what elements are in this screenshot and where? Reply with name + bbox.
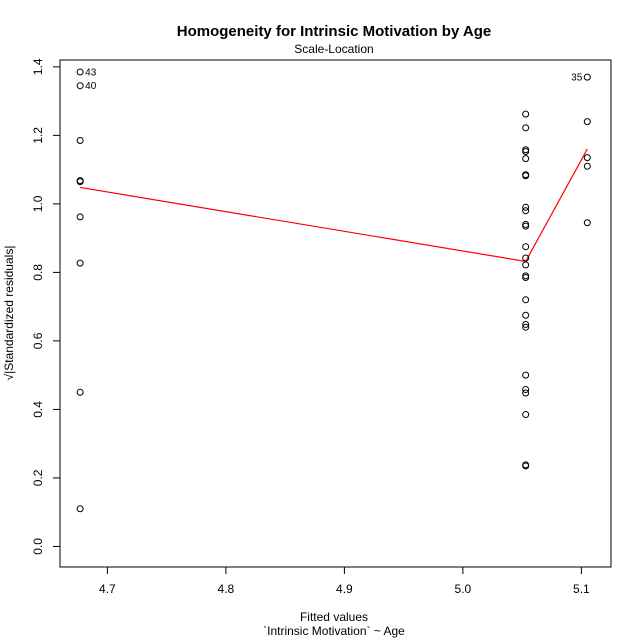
data-points: 43 40 35 [76,67,591,513]
x-tick-label: 4.9 [336,582,353,596]
data-point [522,243,530,251]
data-point [522,110,530,118]
data-point [522,323,530,331]
data-point [522,411,530,419]
x-tick-label: 4.8 [218,582,235,596]
y-tick-label: 0.0 [31,538,45,555]
data-point [76,137,84,145]
data-point [76,259,84,267]
chart-subtitle: Scale-Location [294,42,373,56]
data-point [522,203,530,211]
data-point [522,172,530,180]
data-point [522,386,530,394]
data-point [583,154,591,162]
data-point [76,213,84,221]
y-tick-label: 0.6 [31,332,45,349]
data-point [522,254,530,262]
x-tick-label: 4.7 [99,582,116,596]
data-point [583,219,591,227]
y-tick-label: 0.2 [31,469,45,486]
x-axis-sublabel: `Intrinsic Motivation` ~ Age [263,624,405,638]
point-label: 40 [85,81,97,92]
data-point [522,311,530,319]
data-point [522,320,530,328]
data-point [76,388,84,396]
x-tick-label: 5.0 [455,582,472,596]
point-label: 43 [85,67,97,78]
point-label: 35 [571,73,583,84]
data-point [522,371,530,379]
data-point [76,68,84,76]
data-point [522,389,530,397]
data-point [76,505,84,513]
data-point [522,207,530,215]
data-point [522,222,530,230]
data-point [76,82,84,90]
y-axis-label: √|Standardized residuals| [2,246,16,381]
y-tick-label: 1.0 [31,195,45,212]
axis-ticks: 4.7 4.8 4.9 5.0 5.1 0.0 0.2 0.4 0.6 0.8 1.0 1.2 1.4 [31,58,590,596]
y-tick-label: 0.8 [31,264,45,281]
data-point [583,162,591,170]
data-point [583,73,591,81]
y-tick-label: 1.2 [31,127,45,144]
y-tick-label: 0.4 [31,401,45,418]
chart-title: Homogeneity for Intrinsic Motivation by … [177,23,491,40]
y-tick-label: 1.4 [31,58,45,75]
data-point [76,178,84,186]
x-tick-label: 5.1 [573,582,590,596]
data-point [522,274,530,282]
data-point [522,147,530,155]
data-point [522,462,530,470]
data-point [522,261,530,269]
data-point [583,118,591,126]
data-point [522,155,530,163]
x-axis-label: Fitted values [300,610,368,624]
data-point [522,124,530,132]
smooth-line [80,148,588,263]
data-point [522,296,530,304]
